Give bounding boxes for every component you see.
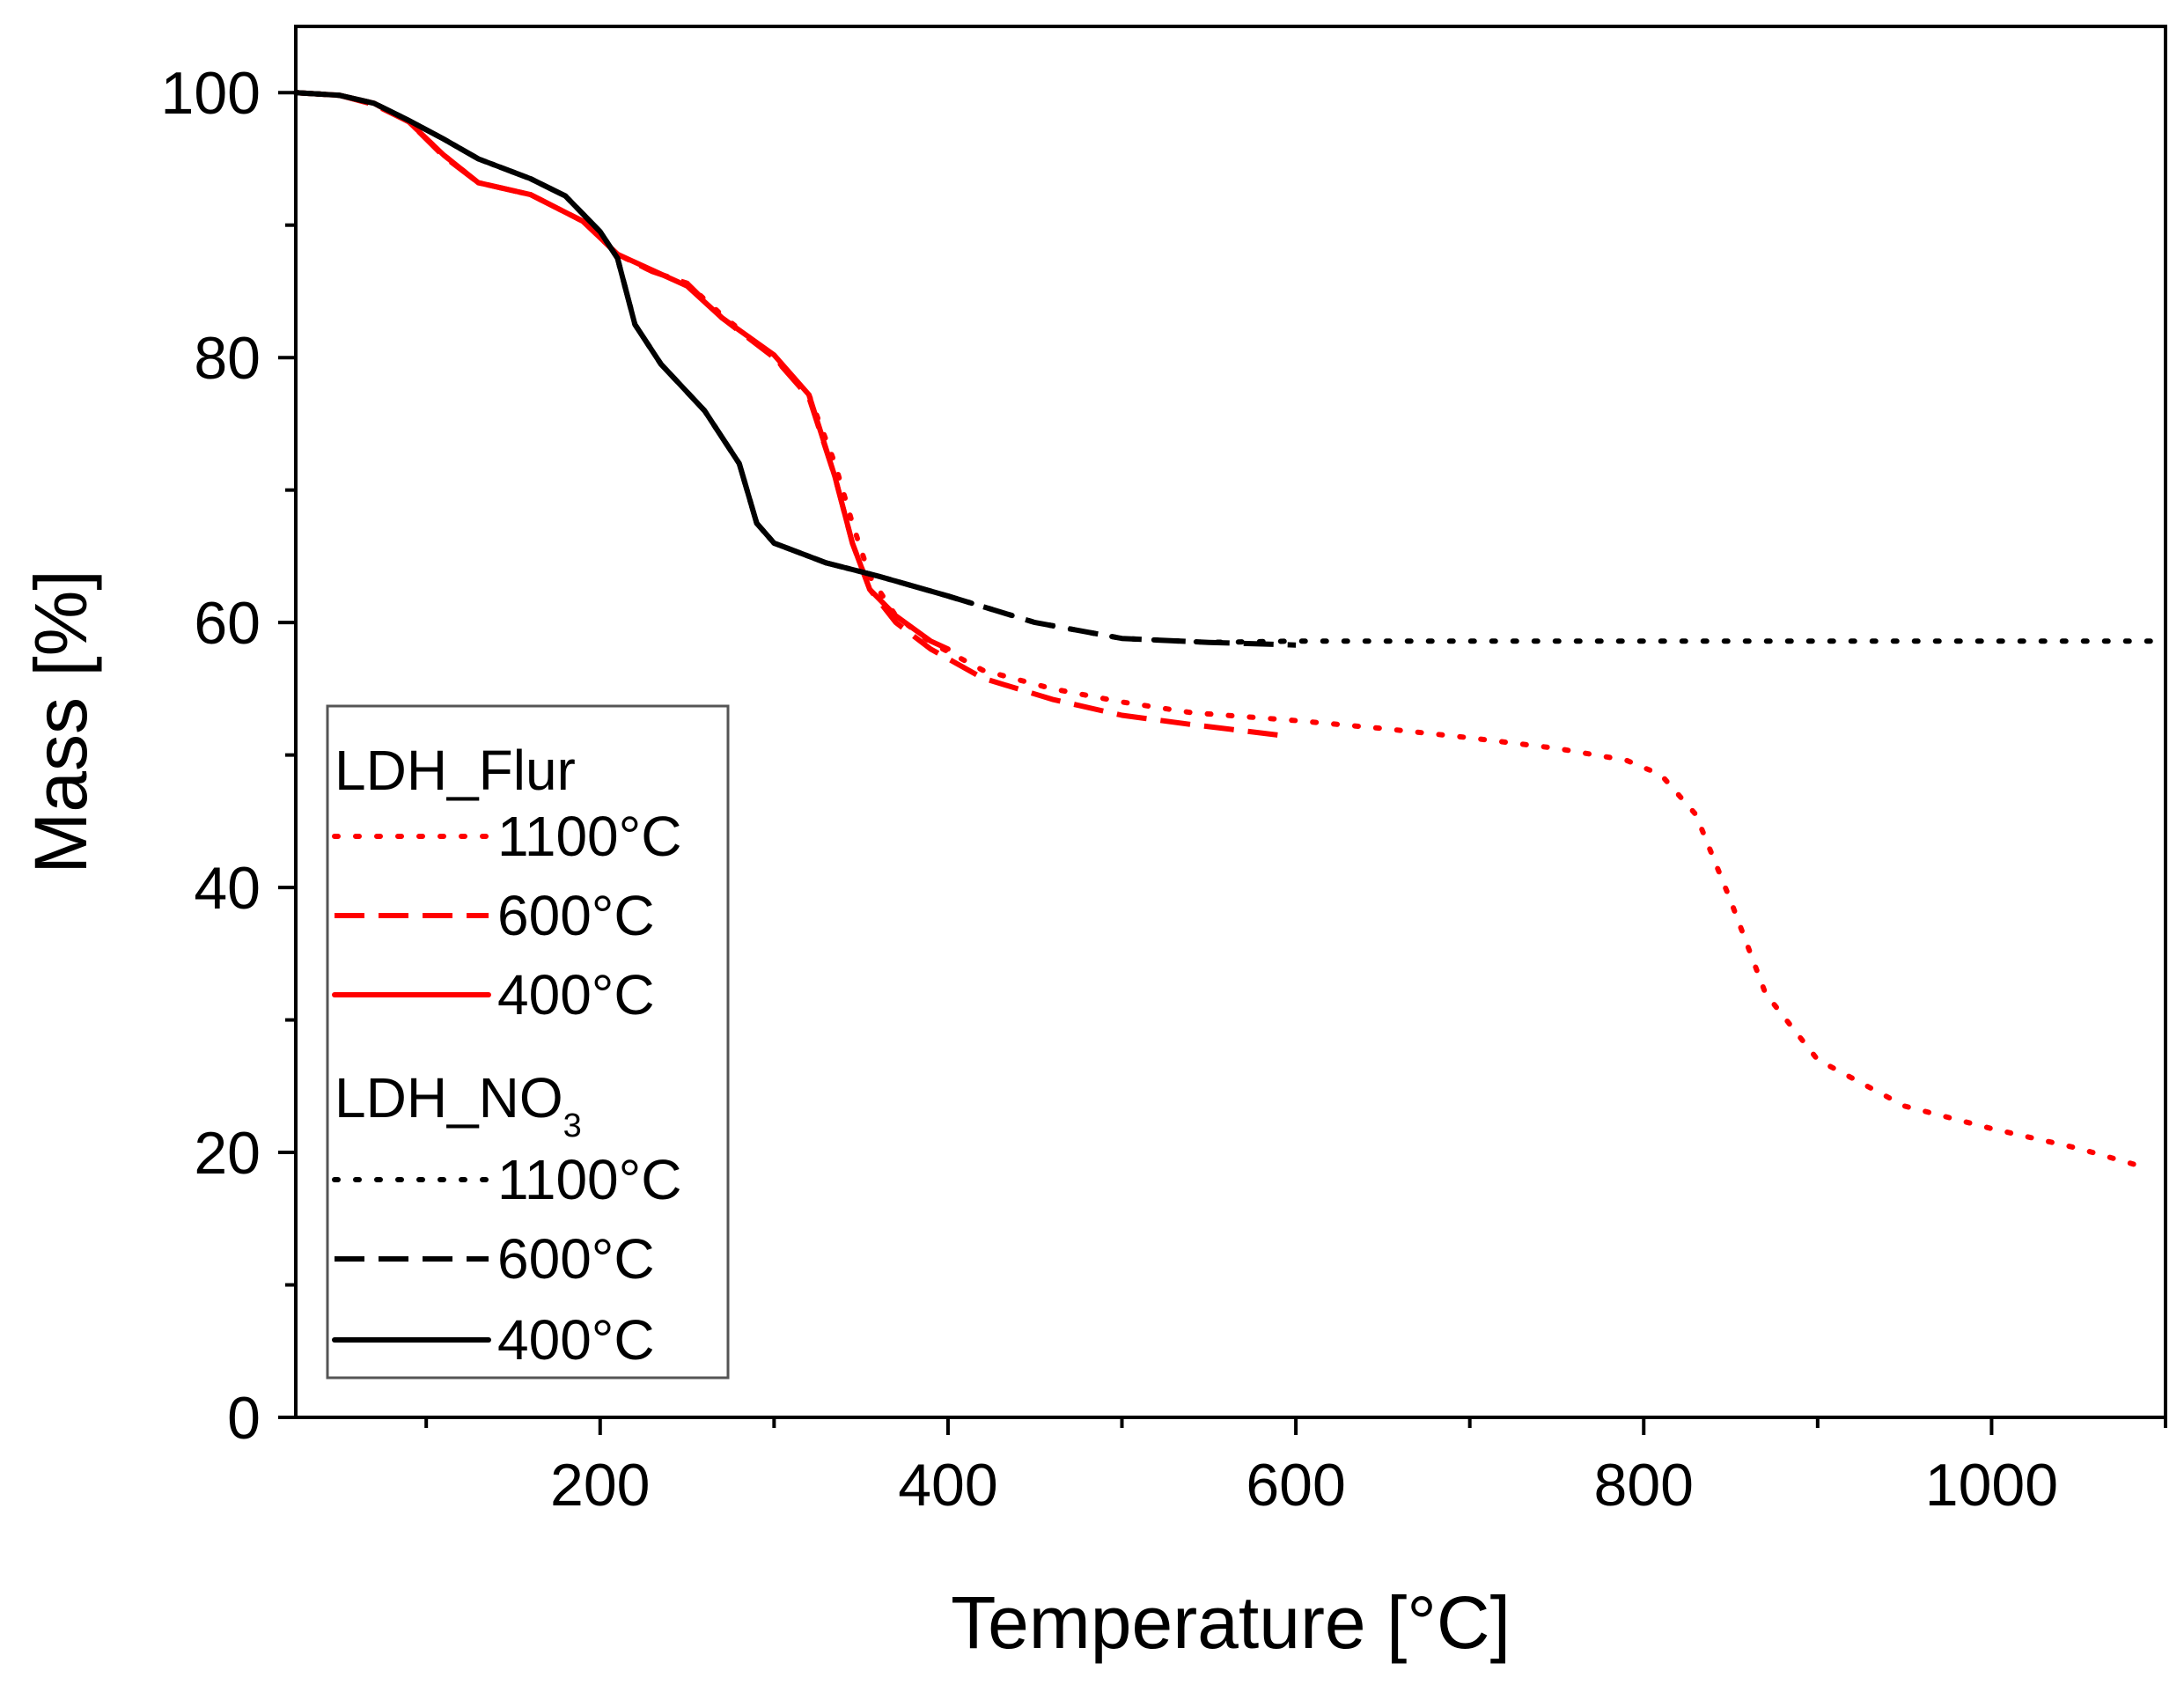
legend-entry-label: 400°C — [497, 963, 655, 1026]
x-axis-title: Temperature [°C] — [951, 1581, 1511, 1664]
plot-frame — [294, 25, 2167, 1419]
legend-entry-label: 600°C — [497, 884, 655, 947]
y-tick-label: 100 — [161, 60, 261, 127]
x-tick-label: 800 — [1594, 1452, 1694, 1519]
y-tick-label: 20 — [194, 1120, 261, 1187]
x-tick-label: 1000 — [1925, 1452, 2058, 1519]
legend: LDH_Flur1100°C600°C400°CLDH_NO31100°C600… — [326, 704, 730, 1380]
legend-entry-label: 400°C — [497, 1308, 655, 1372]
legend-group-title: LDH_Flur — [335, 739, 576, 802]
series-layer — [293, 90, 2168, 1172]
legend-entry-label: 600°C — [497, 1227, 655, 1291]
legend-box — [326, 704, 730, 1380]
y-tick-label: 0 — [227, 1385, 261, 1452]
y-tick-label: 80 — [194, 325, 261, 392]
x-tick-label: 400 — [898, 1452, 997, 1519]
y-axis-title: Mass [%] — [19, 570, 102, 873]
x-tick-label: 200 — [550, 1452, 650, 1519]
axes-layer: 200 400 600 800 1000 0 20 40 60 80 100 Temperature … — [19, 25, 2167, 1664]
legend-entry-label: 1100°C — [497, 1148, 681, 1211]
x-tick-label: 600 — [1246, 1452, 1345, 1519]
y-tick-label: 60 — [194, 590, 261, 657]
legend-entry-label: 1100°C — [497, 805, 681, 868]
y-tick-label: 40 — [194, 855, 261, 922]
